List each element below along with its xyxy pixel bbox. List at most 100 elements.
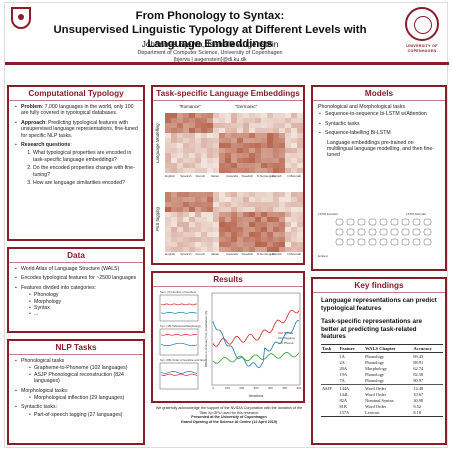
heatmap-cell: [183, 212, 189, 217]
heatmap-cell: [219, 237, 225, 242]
heatmap-cell: [171, 192, 177, 197]
heatmap-cell: [219, 143, 225, 148]
heatmap-cell: [243, 153, 249, 158]
heatmap-cell: [231, 227, 237, 232]
heatmap-cell: [279, 128, 285, 133]
heatmap-cell: [279, 227, 285, 232]
heatmap-row: [165, 192, 303, 197]
heatmap-cell: [279, 217, 285, 222]
heatmap-cell: [165, 192, 171, 197]
heatmap-cell: [285, 148, 291, 153]
heatmap-cell: [267, 163, 273, 168]
heatmap-cell: [285, 242, 291, 247]
heatmap-cell: [219, 212, 225, 217]
results-figure: Sem. (9) Number of Genders Syn. (45) Inf…: [159, 290, 302, 398]
heatmap-row: [165, 128, 303, 133]
emails: {bjerva | augenstein}@di.ku.dk: [173, 57, 247, 63]
table-row: 82A Nominal Syntax 30.90: [321, 397, 443, 403]
heatmap-cell: [165, 158, 171, 163]
heatmap-cell: [285, 123, 291, 128]
heatmap-cell: [207, 123, 213, 128]
heatmap-cell: [195, 123, 201, 128]
lstm-cell: [335, 228, 344, 236]
heatmap-cell: [243, 227, 249, 232]
heatmap-cell: [165, 148, 171, 153]
heatmap-cell: [273, 247, 279, 252]
table-row: 81B Word Order 9.52: [321, 403, 443, 409]
legend-label: Tagging: [284, 336, 295, 340]
heatmap-cell: [201, 192, 207, 197]
table-cell: 14.48: [412, 383, 443, 392]
heatmap-cell: [249, 153, 255, 158]
heatmap-cell: [291, 212, 297, 217]
pos-axis-label: PoS tagging: [155, 207, 160, 231]
heatmap-cell: [219, 148, 225, 153]
approach-text: : Predicting typological features with u…: [21, 119, 138, 139]
heatmap-cell: [267, 168, 273, 173]
heatmap-cell: [267, 153, 273, 158]
heatmap-cell: [261, 237, 267, 242]
heatmap-cell: [231, 202, 237, 207]
table-cell: 8.18: [412, 409, 443, 417]
heatmap-cell: [285, 153, 291, 158]
heatmap-cell: [255, 212, 261, 217]
language-label: Danish: [272, 174, 282, 178]
heatmap-cell: [267, 123, 273, 128]
heatmap-cell: [177, 207, 183, 212]
task-group: Morphological tasks: Morphological infle…: [15, 388, 139, 402]
table-body: 1A Phonology 69.45 2A Phonology 88.91 20A Morph…: [321, 352, 443, 417]
heatmap-cell: [261, 163, 267, 168]
heatmap-cell: [243, 138, 249, 143]
table-cell: Nominal Syntax: [365, 397, 394, 403]
heatmap-cell: [201, 168, 207, 173]
heatmap-cell: [261, 133, 267, 138]
heatmap-cell: [177, 153, 183, 158]
heatmap-cell: [207, 153, 213, 158]
table-row: 2A Phonology 88.91: [321, 359, 443, 365]
table-cell: 30.90: [413, 397, 424, 403]
plot-frame: [211, 292, 301, 386]
heatmap-cell: [291, 158, 297, 163]
heatmap-cell: [291, 197, 297, 202]
section-heading: Results: [153, 273, 303, 287]
heatmap-row: [165, 197, 303, 202]
language-labels-top: English Spanish French Italian Icelandic Swed…: [165, 174, 305, 180]
heatmap-cell: [201, 237, 207, 242]
heatmap-cell: [267, 128, 273, 133]
heatmap-cell: [207, 227, 213, 232]
heatmap-cell: [231, 237, 237, 242]
heatmap-cell: [237, 143, 243, 148]
heatmap-cell: [267, 113, 273, 118]
heatmap-cell: [189, 232, 195, 237]
heatmap-cell: [237, 227, 243, 232]
heatmap-cell: [243, 222, 249, 227]
heatmap-cell: [279, 232, 285, 237]
heatmap-cell: [201, 118, 207, 123]
heatmap-cell: [249, 242, 255, 247]
heatmap-cell: [171, 232, 177, 237]
heatmap-cell: [237, 202, 243, 207]
heatmap-cell: [297, 153, 303, 158]
table-header-row: Task Feature WALS Chapter Accuracy: [321, 343, 443, 353]
lstm-cell: [335, 218, 344, 226]
heatmap-cell: [291, 242, 297, 247]
heatmap-cell: [189, 207, 195, 212]
heatmap-cell: [201, 212, 207, 217]
heatmap-cell: [177, 113, 183, 118]
heatmap-cell: [213, 232, 219, 237]
heatmap-cell: [261, 148, 267, 153]
heatmap-cell: [237, 168, 243, 173]
heatmap-cell: [201, 158, 207, 163]
plot-frame: [159, 328, 199, 356]
heatmap-cell: [201, 113, 207, 118]
heatmap-cell: [297, 192, 303, 197]
plot-frame: [159, 362, 199, 390]
heatmap-cell: [285, 113, 291, 118]
heatmap-cell: [273, 158, 279, 163]
heatmap-cell: [171, 168, 177, 173]
embeddings-box: Task-specific Language Embeddings "Roman…: [151, 85, 305, 265]
embed-label: Embed: [318, 254, 328, 258]
heatmap-cell: [297, 168, 303, 173]
category-item: Phonology: [29, 292, 139, 299]
heatmap-cell: [261, 227, 267, 232]
